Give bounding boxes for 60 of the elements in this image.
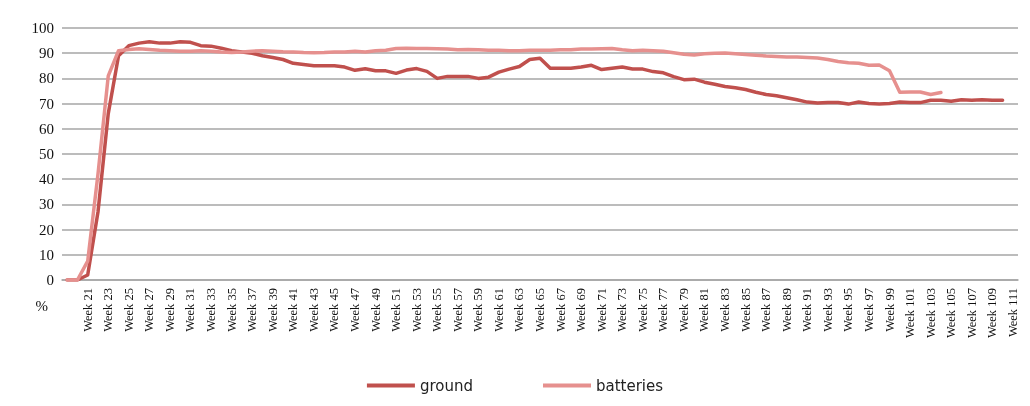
x-tick-label: Week 75 (635, 288, 650, 332)
x-tick-label: Week 55 (430, 288, 445, 332)
x-tick-label: Week 65 (533, 288, 547, 332)
x-tick-label: Week 107 (964, 288, 979, 339)
x-tick-label: Week 101 (903, 288, 918, 339)
x-tick-label: Week 43 (306, 288, 321, 332)
x-tick-label: Week 59 (471, 288, 486, 332)
x-tick-label: Week 27 (142, 288, 157, 332)
y-axis-title: % (35, 297, 48, 314)
x-tick-label: Week 33 (204, 288, 219, 332)
x-tick-label: Week 81 (697, 288, 712, 332)
y-tick-label: 100 (31, 20, 54, 36)
x-tick-label: Week 97 (861, 288, 876, 332)
x-tick-label: Week 23 (101, 288, 116, 332)
x-tick-label: Week 57 (450, 288, 465, 332)
x-tick-label: Week 99 (882, 288, 897, 332)
x-tick-label: Week 21 (80, 288, 95, 332)
y-tick-label: 20 (39, 221, 54, 238)
x-tick-label: Week 87 (759, 288, 774, 332)
x-tick-label: Week 67 (553, 288, 568, 332)
y-tick-label: 40 (39, 171, 54, 188)
x-tick-label: Week 49 (368, 288, 383, 332)
x-tick-label: Week 73 (615, 288, 630, 332)
x-tick-label: Week 61 (491, 288, 506, 332)
x-tick-label: Week 103 (923, 288, 938, 339)
x-tick-label: Week 41 (286, 288, 301, 332)
y-tick-label: 70 (39, 95, 54, 112)
x-tick-label: Week 25 (121, 288, 136, 332)
x-tick-label: Week 63 (512, 288, 527, 332)
x-tick-label: Week 95 (841, 288, 856, 332)
x-tick-label: Week 79 (676, 288, 691, 332)
y-tick-label: 90 (39, 45, 54, 62)
x-tick-label: Week 39 (265, 288, 280, 332)
y-tick-label: 60 (39, 120, 54, 137)
y-tick-label: 80 (39, 70, 54, 87)
x-tick-label: Week 93 (820, 288, 835, 332)
x-tick-label: Week 109 (985, 288, 1000, 339)
legend-label: batteries (595, 376, 664, 395)
x-tick-label: Week 69 (574, 288, 589, 332)
x-tick-label: Week 85 (738, 288, 753, 332)
x-tick-label: Week 53 (409, 288, 424, 332)
legend-label: ground (419, 376, 473, 395)
x-tick-label: Week 47 (347, 288, 362, 332)
x-tick-label: Week 105 (944, 288, 959, 339)
x-tick-label: Week 89 (779, 288, 794, 332)
y-tick-label: 0 (46, 272, 54, 288)
y-tick-label: 10 (39, 246, 54, 263)
x-tick-label: Week 31 (183, 288, 198, 332)
x-tick-label: Week 29 (162, 288, 177, 332)
y-tick-label: 30 (39, 196, 54, 213)
x-tick-label: Week 77 (656, 288, 671, 332)
x-tick-label: Week 35 (224, 288, 239, 332)
x-tick-label: Week 37 (245, 288, 260, 332)
x-tick-label: Week 91 (800, 288, 815, 332)
x-tick-label: Week 51 (389, 288, 404, 332)
y-tick-label: 50 (39, 146, 54, 162)
x-tick-label: Week 45 (327, 288, 342, 332)
x-tick-label: Week 83 (718, 288, 733, 332)
x-tick-label: Week 111 (1005, 288, 1020, 338)
x-tick-label: Week 71 (594, 288, 609, 332)
